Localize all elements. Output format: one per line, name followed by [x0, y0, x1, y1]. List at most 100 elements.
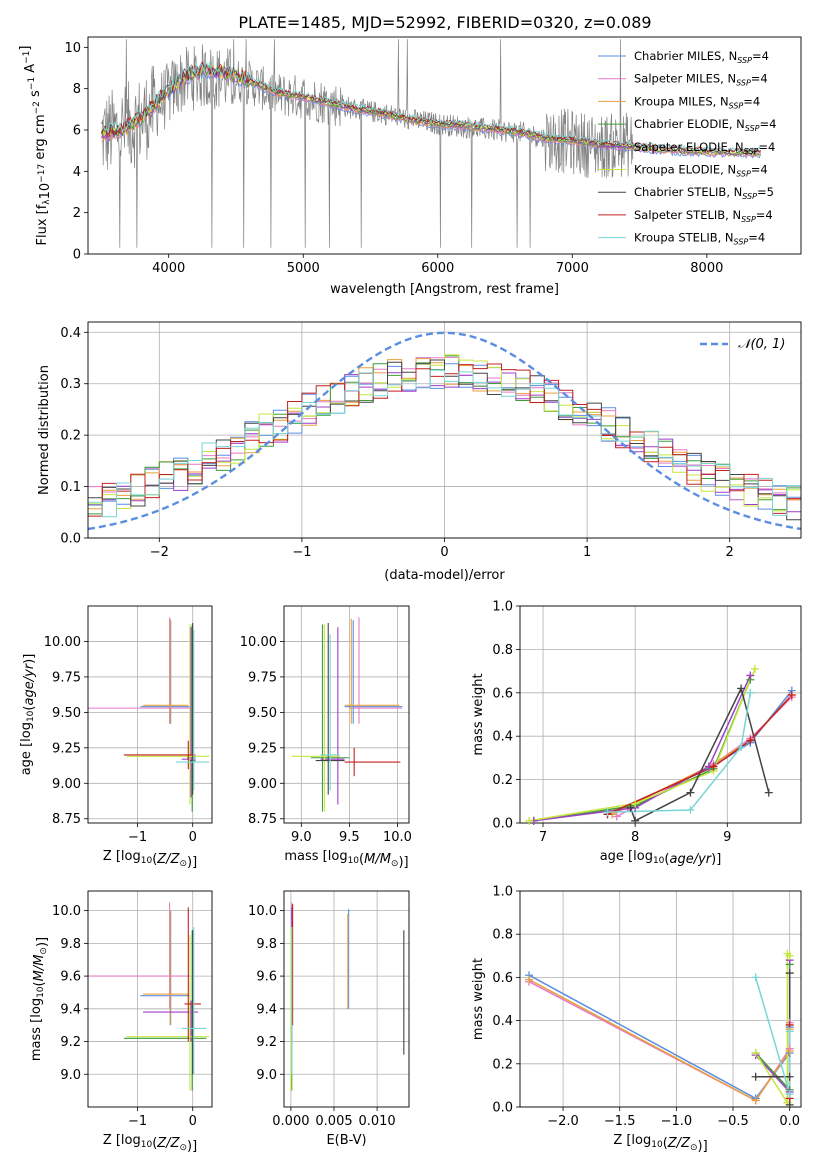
y-label-part: erg cm	[33, 114, 48, 163]
x-label-part: )]	[398, 855, 408, 870]
y-tick-label: 0.0	[492, 817, 513, 832]
legend-text: Salpeter MILES, N	[634, 72, 736, 86]
histogram-step	[88, 369, 801, 518]
weight-line	[755, 951, 791, 1106]
y-label-part: M/M	[32, 955, 47, 982]
y-tick-label: 9.6	[256, 970, 277, 985]
x-tick-label: −1	[128, 830, 147, 845]
x-label-part: )]	[711, 852, 721, 867]
y-tick-label: 0.2	[492, 1057, 513, 1072]
legend-text: =5	[757, 185, 774, 199]
axes-frame	[519, 605, 802, 824]
axes-frame	[283, 890, 410, 1108]
y-label-part: A	[23, 64, 38, 77]
y-tick-label: 9.4	[60, 1002, 81, 1017]
weight-line	[528, 978, 791, 1102]
weight-marker	[746, 671, 755, 680]
x-tick-label: 0.0	[779, 1114, 800, 1129]
legend-text: Chabrier ELODIE, N	[634, 117, 745, 131]
x-label-part: (	[359, 852, 364, 867]
y-tick-label: 1.0	[492, 600, 513, 615]
legend-sub: SSP	[737, 56, 752, 65]
y-tick-label: 0.0	[60, 532, 81, 547]
x-tick-label: 10.0	[383, 830, 412, 845]
x-tick-label: 2	[726, 545, 734, 560]
x-tick-label: 9.5	[339, 830, 360, 845]
x-axis-label: wavelength [Angstrom, rest frame]	[330, 282, 559, 297]
y-tick-label: 0.2	[492, 773, 513, 788]
x-axis-label: age [log10(age/yr)]	[600, 849, 722, 867]
y-label-part: ]	[18, 46, 33, 51]
y-tick-label: 8.75	[52, 812, 81, 827]
x-label-part: mass [log	[284, 849, 347, 864]
legend-entry: Kroupa MILES, NSSP=4	[634, 94, 760, 110]
x-label-part: Z [log	[103, 1133, 141, 1148]
x-tick-label: 8	[631, 830, 639, 845]
weight-marker	[785, 969, 794, 978]
weight-marker	[603, 808, 612, 817]
legend-entry: Kroupa ELODIE, NSSP=4	[634, 163, 768, 179]
x-tick-label: 4000	[152, 261, 185, 276]
x-tick-label: 0.000	[272, 1114, 309, 1129]
y-label-part: −2	[32, 101, 42, 114]
y-tick-label: 0.4	[60, 326, 81, 341]
x-label-part: Z/Z	[156, 1136, 180, 1151]
x-tick-label: 0	[440, 545, 448, 560]
legend-sub: SSP	[741, 215, 756, 224]
legend-sub: SSP	[736, 79, 751, 88]
legend-sub: SSP	[744, 147, 759, 156]
y-axis-label: Normed distribution	[37, 365, 52, 495]
y-axis-label: Flux [fλ10−17 erg cm−2 s−1 A−1]	[18, 46, 53, 246]
legend-text: Chabrier STELIB, N	[634, 185, 742, 199]
x-label-part: (	[664, 852, 669, 867]
y-axis-label: mass [log10(M/M⊙)]	[29, 937, 50, 1061]
x-label-part: 10	[348, 856, 360, 866]
weight-marker	[785, 1046, 794, 1055]
spectrum-data-line	[101, 39, 634, 248]
y-tick-label: 4	[73, 165, 81, 180]
plot-area-age_vs_mass	[291, 617, 403, 812]
x-label-part: ⊙	[690, 1143, 698, 1153]
x-tick-label: −2	[150, 545, 169, 560]
legend-entry: 𝒩(0, 1)	[738, 337, 785, 352]
weight-marker	[751, 1096, 760, 1105]
legend-text: =4	[752, 49, 769, 63]
x-label-part: age/yr	[669, 852, 712, 867]
x-tick-label: −1	[128, 1114, 147, 1129]
legend-sub: SSP	[729, 101, 744, 110]
y-tick-label: 1.0	[492, 885, 513, 900]
y-tick-label: 8	[73, 82, 81, 97]
weight-line	[755, 964, 791, 1092]
x-tick-label: −2.0	[547, 1114, 579, 1129]
y-tick-label: 10.0	[52, 904, 81, 919]
y-label-part: age/yr	[22, 662, 37, 705]
plot-area-weight_vs_Z	[528, 951, 791, 1106]
legend-text: =4	[751, 72, 768, 86]
axes-frame	[87, 890, 213, 1108]
axes-frame	[87, 605, 213, 824]
x-tick-label: 6000	[421, 261, 454, 276]
x-tick-label: 9	[723, 830, 731, 845]
weight-marker	[751, 1049, 760, 1057]
weight-line	[529, 668, 756, 822]
y-tick-label: 9.2	[60, 1035, 81, 1050]
legend-entry: Salpeter ELODIE, NSSP=4	[634, 140, 775, 156]
plot-area-weight_vs_age	[529, 668, 793, 822]
y-tick-label: 2	[73, 206, 81, 221]
y-tick-label: 0.6	[492, 686, 513, 701]
y-label-part: mass [log	[29, 998, 44, 1061]
weight-marker	[631, 799, 640, 808]
weight-marker	[785, 951, 794, 960]
weight-marker	[785, 1027, 794, 1036]
y-tick-label: 0.4	[492, 1014, 513, 1029]
weight-marker	[686, 805, 695, 814]
weight-line	[528, 974, 791, 1100]
legend-sub: SSP	[736, 170, 751, 179]
x-tick-label: 7	[539, 830, 547, 845]
y-tick-label: 9.75	[248, 670, 277, 685]
weight-line	[607, 694, 793, 815]
weight-marker	[751, 1072, 760, 1081]
plot-area-spectrum	[101, 39, 761, 248]
histogram-step	[88, 372, 801, 513]
y-tick-label: 9.8	[256, 937, 277, 952]
